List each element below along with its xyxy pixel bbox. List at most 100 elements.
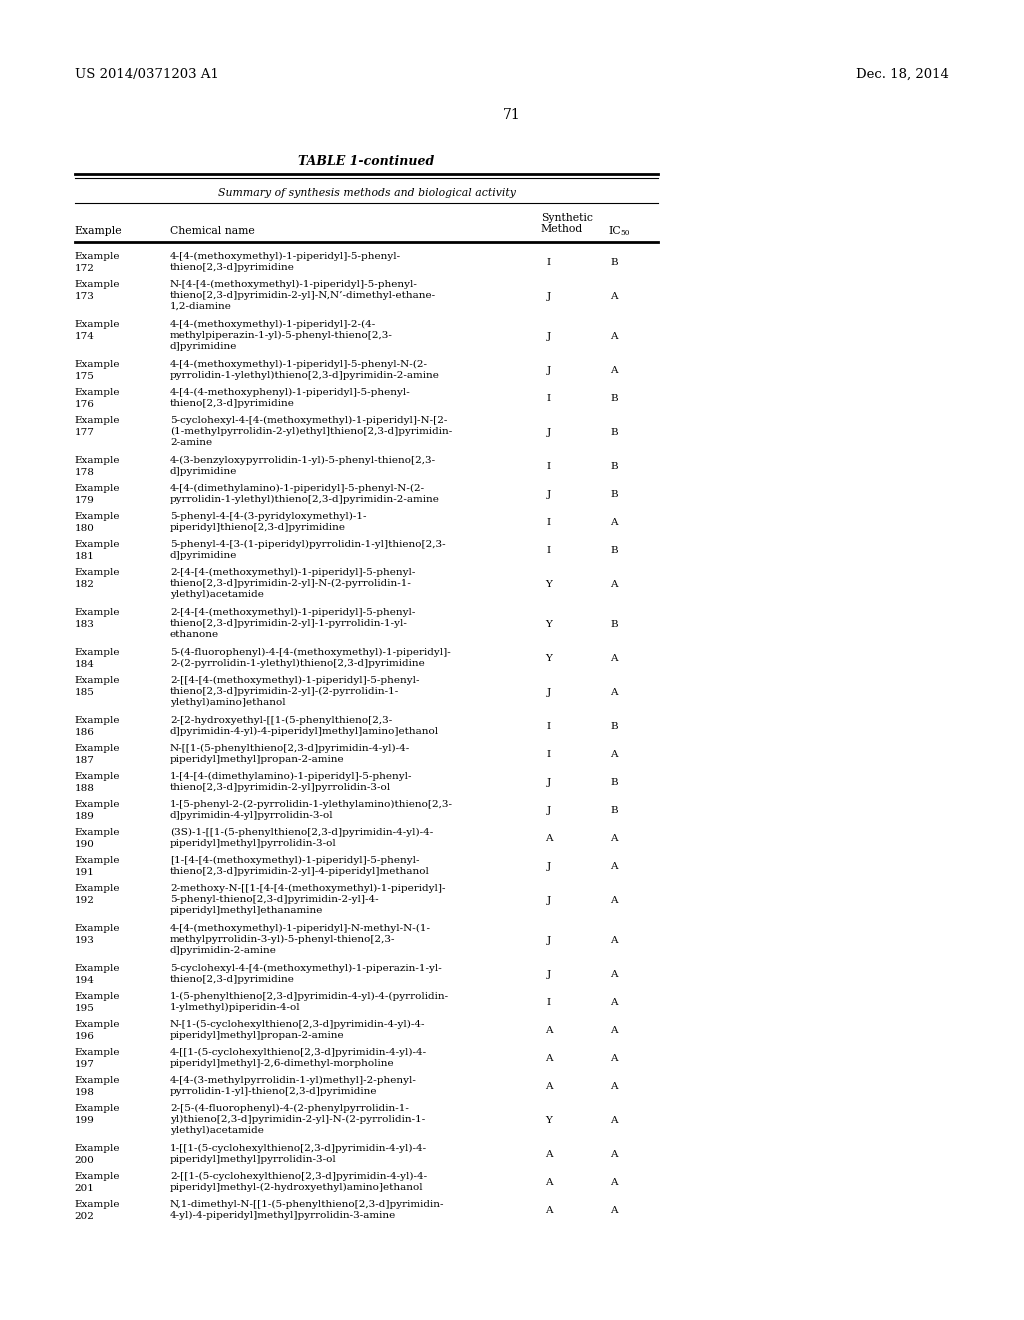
Text: B: B (610, 777, 618, 787)
Text: B: B (610, 428, 618, 437)
Text: Example: Example (75, 388, 120, 397)
Text: A: A (610, 1082, 618, 1092)
Text: 195: 195 (75, 1005, 94, 1012)
Text: 179: 179 (75, 496, 94, 506)
Text: A: A (610, 1206, 618, 1214)
Text: 200: 200 (75, 1156, 94, 1166)
Text: B: B (610, 722, 618, 731)
Text: Chemical name: Chemical name (170, 226, 255, 236)
Text: B: B (610, 620, 618, 630)
Text: 1-(5-phenylthieno[2,3-d]pyrimidin-4-yl)-4-(pyrrolidin-
1-ylmethyl)piperidin-4-ol: 1-(5-phenylthieno[2,3-d]pyrimidin-4-yl)-… (170, 993, 450, 1012)
Text: Example: Example (75, 800, 120, 809)
Text: 191: 191 (75, 869, 94, 876)
Text: 188: 188 (75, 784, 94, 793)
Text: Example: Example (75, 1104, 120, 1113)
Text: 2-[[4-[4-(methoxymethyl)-1-piperidyl]-5-phenyl-
thieno[2,3-d]pyrimidin-2-yl]-(2-: 2-[[4-[4-(methoxymethyl)-1-piperidyl]-5-… (170, 676, 420, 708)
Text: 175: 175 (75, 372, 94, 381)
Text: 2-[5-(4-fluorophenyl)-4-(2-phenylpyrrolidin-1-
yl)thieno[2,3-d]pyrimidin-2-yl]-N: 2-[5-(4-fluorophenyl)-4-(2-phenylpyrroli… (170, 1104, 425, 1135)
Text: N-[[1-(5-phenylthieno[2,3-d]pyrimidin-4-yl)-4-
piperidyl]methyl]propan-2-amine: N-[[1-(5-phenylthieno[2,3-d]pyrimidin-4-… (170, 744, 411, 764)
Text: Example: Example (75, 1076, 120, 1085)
Text: Example: Example (75, 540, 120, 549)
Text: Example: Example (75, 319, 120, 329)
Text: A: A (545, 1053, 552, 1063)
Text: 180: 180 (75, 524, 94, 533)
Text: A: A (610, 750, 618, 759)
Text: A: A (610, 936, 618, 945)
Text: 2-[4-[4-(methoxymethyl)-1-piperidyl]-5-phenyl-
thieno[2,3-d]pyrimidin-2-yl]-N-(2: 2-[4-[4-(methoxymethyl)-1-piperidyl]-5-p… (170, 568, 416, 599)
Text: J: J (547, 366, 551, 375)
Text: 4-[4-(methoxymethyl)-1-piperidyl]-N-methyl-N-(1-
methylpyrrolidin-3-yl)-5-phenyl: 4-[4-(methoxymethyl)-1-piperidyl]-N-meth… (170, 924, 431, 954)
Text: 174: 174 (75, 333, 94, 341)
Text: Example: Example (75, 1200, 120, 1209)
Text: A: A (610, 292, 618, 301)
Text: Example: Example (75, 512, 120, 521)
Text: Example: Example (75, 226, 123, 236)
Text: 4-[4-(methoxymethyl)-1-piperidyl]-5-phenyl-N-(2-
pyrrolidin-1-ylethyl)thieno[2,3: 4-[4-(methoxymethyl)-1-piperidyl]-5-phen… (170, 360, 440, 380)
Text: Method: Method (541, 224, 583, 234)
Text: 5-cyclohexyl-4-[4-(methoxymethyl)-1-piperidyl]-N-[2-
(1-methylpyrrolidin-2-yl)et: 5-cyclohexyl-4-[4-(methoxymethyl)-1-pipe… (170, 416, 453, 446)
Text: 1-[[1-(5-cyclohexylthieno[2,3-d]pyrimidin-4-yl)-4-
piperidyl]methyl]pyrrolidin-3: 1-[[1-(5-cyclohexylthieno[2,3-d]pyrimidi… (170, 1144, 427, 1164)
Text: Example: Example (75, 1020, 120, 1030)
Text: Example: Example (75, 416, 120, 425)
Text: IC: IC (608, 226, 621, 236)
Text: 198: 198 (75, 1088, 94, 1097)
Text: Y: Y (545, 1115, 552, 1125)
Text: 183: 183 (75, 620, 94, 630)
Text: Example: Example (75, 455, 120, 465)
Text: Example: Example (75, 280, 120, 289)
Text: A: A (610, 834, 618, 843)
Text: A: A (545, 1177, 552, 1187)
Text: 202: 202 (75, 1212, 94, 1221)
Text: J: J (547, 428, 551, 437)
Text: Example: Example (75, 568, 120, 577)
Text: 181: 181 (75, 552, 94, 561)
Text: 5-phenyl-4-[3-(1-piperidyl)pyrrolidin-1-yl]thieno[2,3-
d]pyrimidine: 5-phenyl-4-[3-(1-piperidyl)pyrrolidin-1-… (170, 540, 445, 560)
Text: J: J (547, 936, 551, 945)
Text: Example: Example (75, 924, 120, 933)
Text: Example: Example (75, 993, 120, 1001)
Text: 199: 199 (75, 1115, 94, 1125)
Text: B: B (610, 393, 618, 403)
Text: J: J (547, 688, 551, 697)
Text: 189: 189 (75, 812, 94, 821)
Text: A: A (610, 688, 618, 697)
Text: I: I (547, 546, 551, 554)
Text: A: A (610, 862, 618, 871)
Text: Y: Y (545, 620, 552, 630)
Text: A: A (545, 1082, 552, 1092)
Text: I: I (547, 998, 551, 1007)
Text: 1-[5-phenyl-2-(2-pyrrolidin-1-ylethylamino)thieno[2,3-
d]pyrimidin-4-yl]pyrrolid: 1-[5-phenyl-2-(2-pyrrolidin-1-ylethylami… (170, 800, 453, 820)
Text: A: A (610, 1053, 618, 1063)
Text: B: B (610, 257, 618, 267)
Text: 4-[4-(methoxymethyl)-1-piperidyl]-5-phenyl-
thieno[2,3-d]pyrimidine: 4-[4-(methoxymethyl)-1-piperidyl]-5-phen… (170, 252, 401, 272)
Text: 5-phenyl-4-[4-(3-pyridyloxymethyl)-1-
piperidyl]thieno[2,3-d]pyrimidine: 5-phenyl-4-[4-(3-pyridyloxymethyl)-1- pi… (170, 512, 367, 532)
Text: Example: Example (75, 360, 120, 370)
Text: A: A (610, 366, 618, 375)
Text: [1-[4-[4-(methoxymethyl)-1-piperidyl]-5-phenyl-
thieno[2,3-d]pyrimidin-2-yl]-4-p: [1-[4-[4-(methoxymethyl)-1-piperidyl]-5-… (170, 855, 430, 876)
Text: A: A (610, 1115, 618, 1125)
Text: A: A (610, 970, 618, 979)
Text: 185: 185 (75, 688, 94, 697)
Text: A: A (545, 1026, 552, 1035)
Text: 4-[4-(4-methoxyphenyl)-1-piperidyl]-5-phenyl-
thieno[2,3-d]pyrimidine: 4-[4-(4-methoxyphenyl)-1-piperidyl]-5-ph… (170, 388, 411, 408)
Text: 190: 190 (75, 840, 94, 849)
Text: 184: 184 (75, 660, 94, 669)
Text: Synthetic: Synthetic (541, 213, 593, 223)
Text: 71: 71 (503, 108, 521, 121)
Text: 4-(3-benzyloxypyrrolidin-1-yl)-5-phenyl-thieno[2,3-
d]pyrimidine: 4-(3-benzyloxypyrrolidin-1-yl)-5-phenyl-… (170, 455, 436, 477)
Text: A: A (610, 517, 618, 527)
Text: 201: 201 (75, 1184, 94, 1193)
Text: Example: Example (75, 1144, 120, 1152)
Text: J: J (547, 862, 551, 871)
Text: A: A (545, 834, 552, 843)
Text: A: A (545, 1206, 552, 1214)
Text: Example: Example (75, 252, 120, 261)
Text: A: A (610, 579, 618, 589)
Text: I: I (547, 722, 551, 731)
Text: A: A (545, 1150, 552, 1159)
Text: J: J (547, 970, 551, 979)
Text: 4-[[1-(5-cyclohexylthieno[2,3-d]pyrimidin-4-yl)-4-
piperidyl]methyl]-2,6-dimethy: 4-[[1-(5-cyclohexylthieno[2,3-d]pyrimidi… (170, 1048, 427, 1068)
Text: J: J (547, 807, 551, 814)
Text: 2-[4-[4-(methoxymethyl)-1-piperidyl]-5-phenyl-
thieno[2,3-d]pyrimidin-2-yl]-1-py: 2-[4-[4-(methoxymethyl)-1-piperidyl]-5-p… (170, 609, 416, 639)
Text: (3S)-1-[[1-(5-phenylthieno[2,3-d]pyrimidin-4-yl)-4-
piperidyl]methyl]pyrrolidin-: (3S)-1-[[1-(5-phenylthieno[2,3-d]pyrimid… (170, 828, 433, 847)
